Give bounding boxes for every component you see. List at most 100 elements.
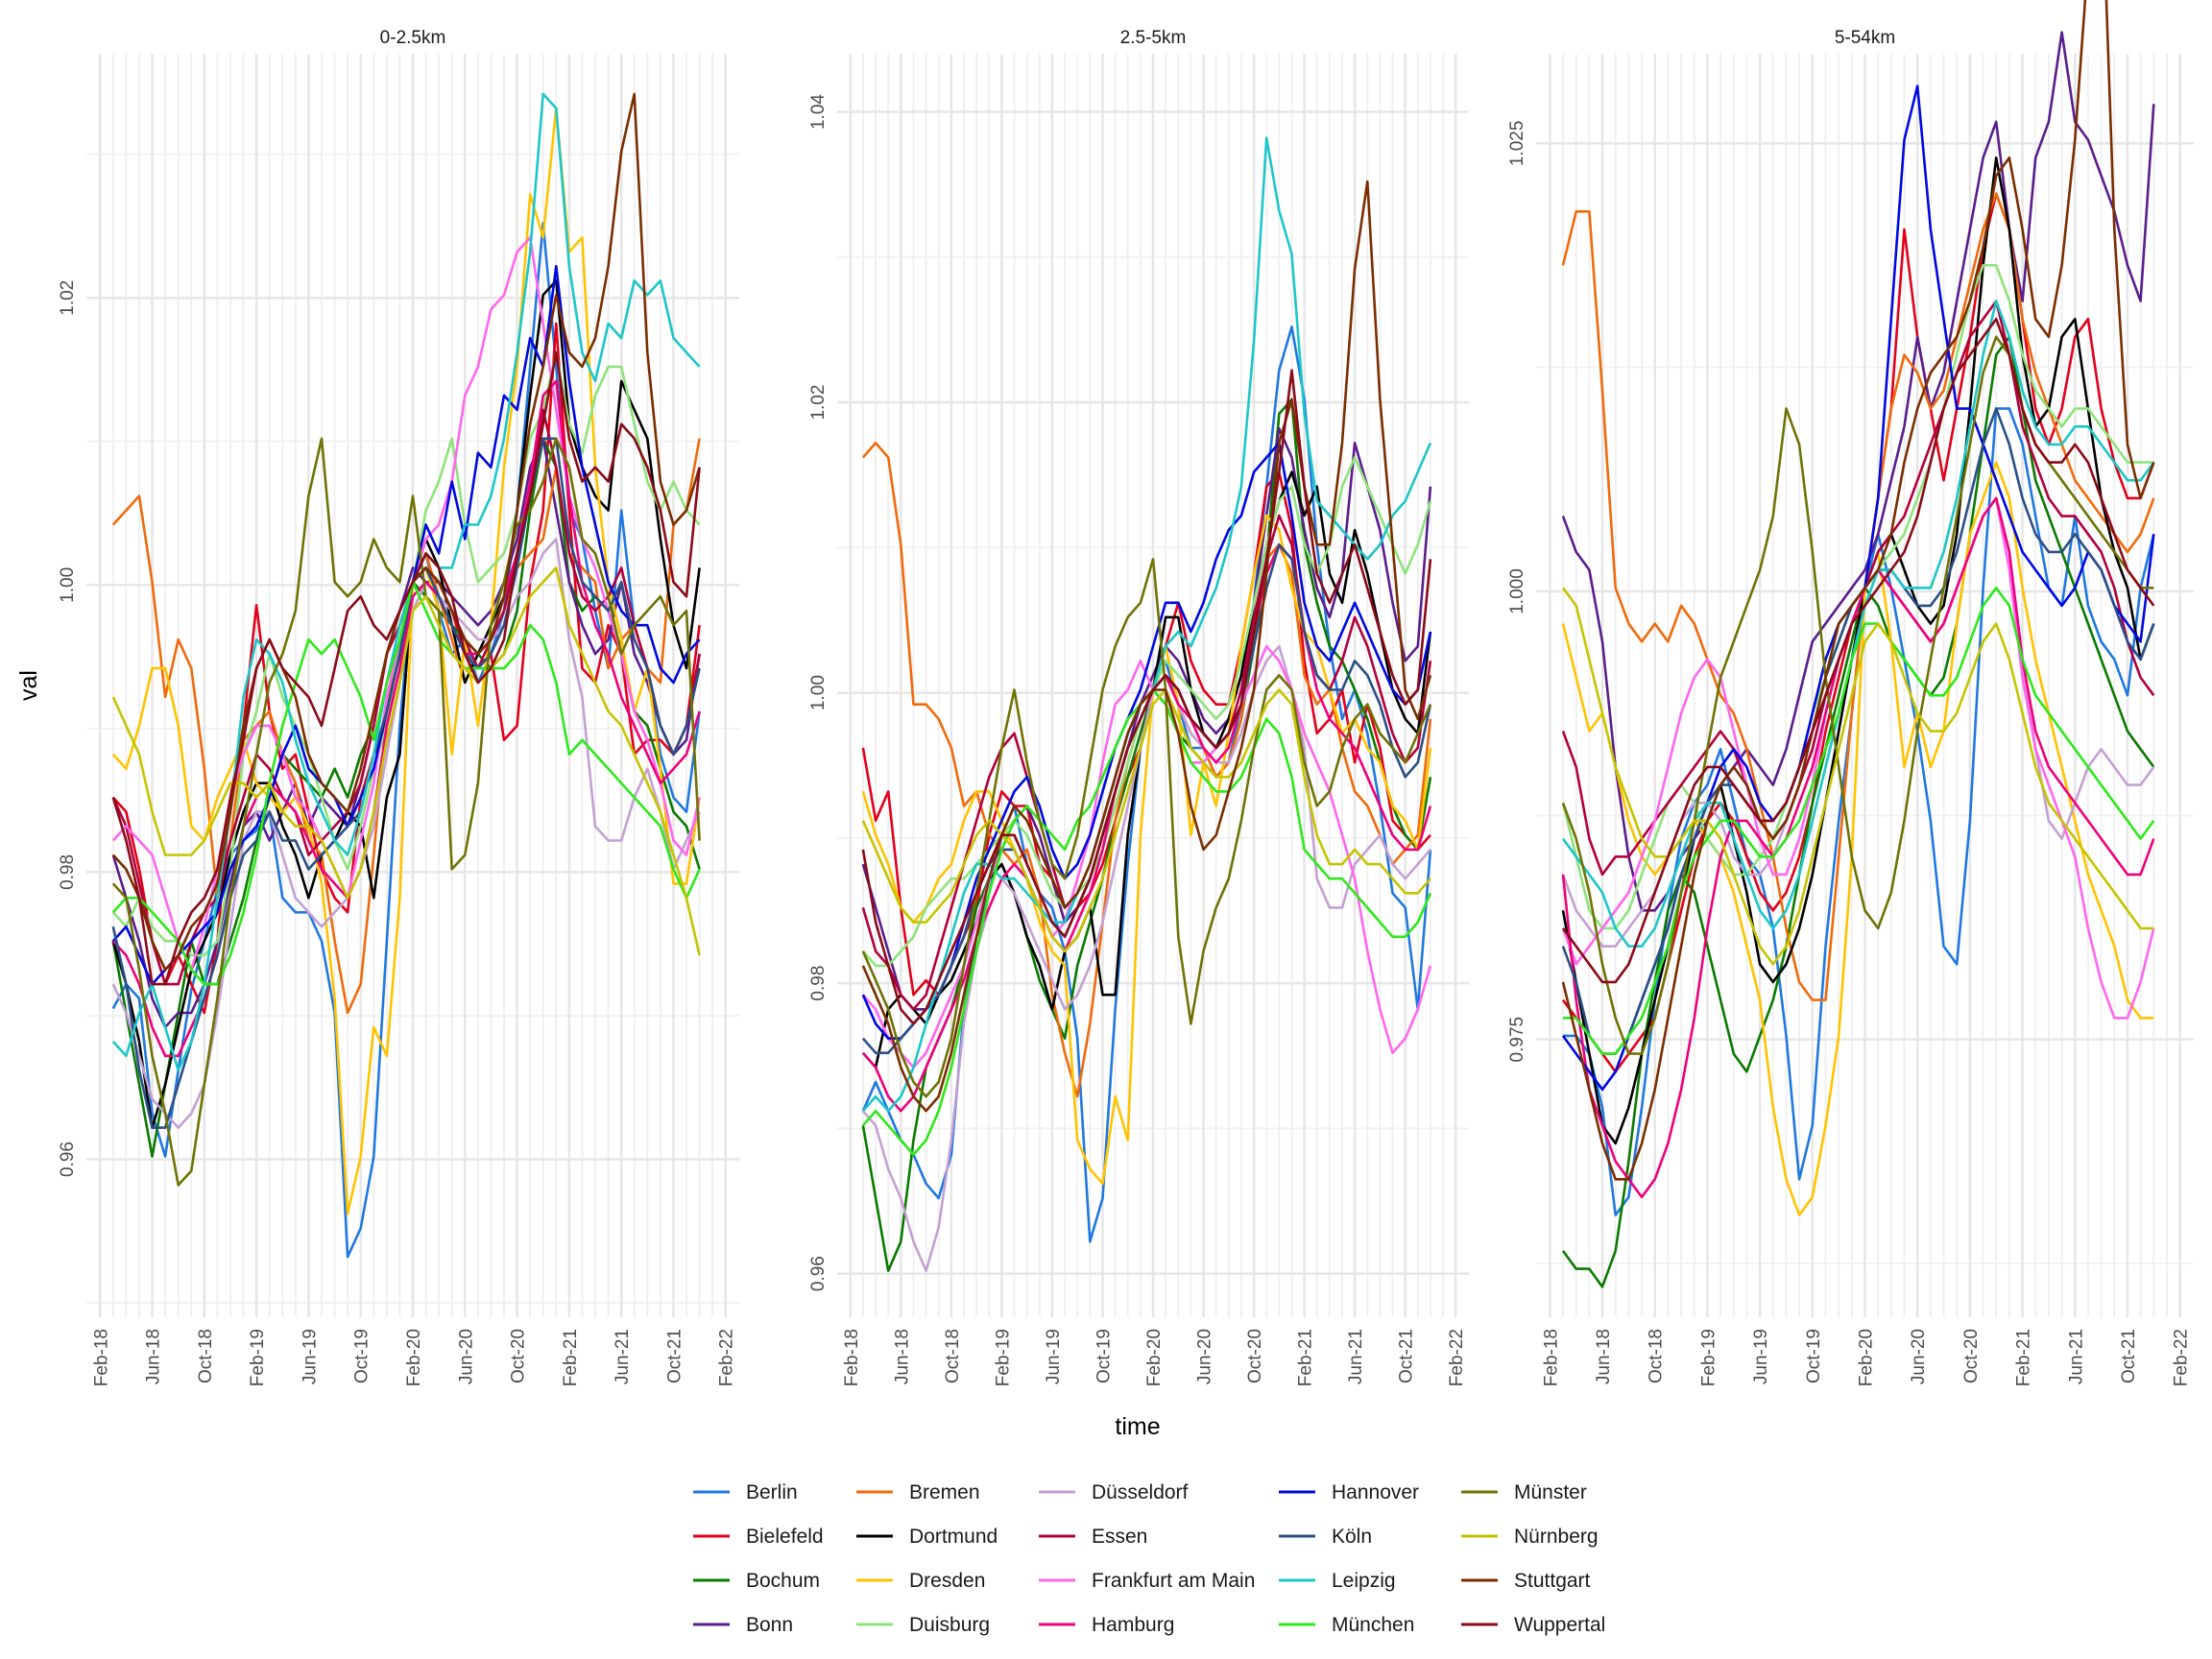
series-line-Dresden <box>111 107 701 1215</box>
legend-item: Leipzig <box>1279 1570 1396 1592</box>
legend-item: Bremen <box>856 1481 980 1503</box>
legend-item: Essen <box>1039 1526 1147 1548</box>
series-line-Stuttgart <box>861 180 1432 1113</box>
x-tick-label: Jun-18 <box>1594 1329 1614 1384</box>
legend-label: Dresden <box>909 1570 985 1592</box>
x-tick-label: Jun-20 <box>456 1329 476 1384</box>
legend-label: München <box>1332 1614 1414 1636</box>
legend-item: Düsseldorf <box>1039 1481 1189 1503</box>
series-line-Nürnberg <box>861 688 1431 953</box>
legend-item: Hamburg <box>1039 1614 1174 1636</box>
series-line-Berlin <box>861 325 1432 1243</box>
series-line-Wuppertal <box>861 369 1432 1025</box>
legend-label: Köln <box>1332 1526 1372 1548</box>
series-line-Frankfurt am Main <box>861 644 1432 1070</box>
x-tick-label: Feb-18 <box>1541 1329 1561 1386</box>
legend-item: Frankfurt am Main <box>1039 1570 1255 1592</box>
legend-label: Bonn <box>746 1614 793 1636</box>
legend-label: Berlin <box>746 1481 798 1503</box>
x-tick-label: Jun-19 <box>1751 1329 1771 1384</box>
series-line-Dortmund <box>1561 156 2155 1145</box>
x-tick-label: Jun-18 <box>892 1329 912 1384</box>
x-tick-label: Oct-21 <box>664 1329 685 1383</box>
x-tick-label: Feb-18 <box>842 1329 862 1386</box>
x-tick-label: Jun-18 <box>144 1329 164 1384</box>
x-tick-label: Feb-20 <box>1857 1329 1877 1386</box>
y-tick-label: 1.00 <box>58 567 78 603</box>
series-line-Wuppertal <box>1561 317 2155 984</box>
series-line-Düsseldorf <box>861 644 1431 1272</box>
series-line-Nürnberg <box>1561 587 2154 966</box>
legend-item: Bonn <box>693 1614 793 1636</box>
x-tick-label: Feb-19 <box>248 1329 268 1386</box>
legend-label: Leipzig <box>1332 1570 1396 1592</box>
panel-3: 5-54km 0.975 1.000 1.025 Feb-18 Jun-18 Oct-18 F… <box>1507 0 2194 1386</box>
legend-item: Bielefeld <box>693 1526 824 1548</box>
y-tick-label: 0.98 <box>808 966 829 1001</box>
series-line-Wuppertal <box>111 350 701 986</box>
legend-item: Berlin <box>693 1481 798 1503</box>
y-tick-label: 0.98 <box>58 854 78 890</box>
x-tick-label: Feb-22 <box>1447 1329 1467 1386</box>
x-tick-label: Feb-20 <box>404 1329 424 1386</box>
y-tick-label: 1.000 <box>1507 568 1527 614</box>
legend-label: Bielefeld <box>746 1526 824 1548</box>
legend-label: Dortmund <box>909 1526 998 1548</box>
x-tick-label: Feb-21 <box>561 1329 581 1386</box>
legend-item: Nürnberg <box>1461 1526 1599 1548</box>
y-tick-label: 0.96 <box>808 1256 829 1291</box>
x-tick-label: Oct-21 <box>2119 1329 2139 1383</box>
x-tick-label: Jun-21 <box>613 1329 633 1384</box>
legend-label: Münster <box>1514 1481 1587 1503</box>
legend-item: Münster <box>1461 1481 1587 1503</box>
y-tick-label: 1.04 <box>808 94 829 130</box>
x-tick-label: Feb-20 <box>1144 1329 1165 1386</box>
series-line-Dortmund <box>111 278 701 1129</box>
series-line-Stuttgart <box>1561 0 2155 1181</box>
series-line-München <box>111 580 701 986</box>
series-line-Dresden <box>861 514 1432 1186</box>
y-tick-label: 1.02 <box>808 385 829 421</box>
series-line-Bremen <box>1561 192 2155 1001</box>
x-tick-label: Jun-19 <box>300 1329 320 1384</box>
legend-label: Düsseldorf <box>1092 1481 1189 1503</box>
y-tick-label: 0.96 <box>58 1142 78 1177</box>
x-tick-label: Feb-18 <box>91 1329 111 1386</box>
x-tick-label: Feb-19 <box>993 1329 1013 1386</box>
x-tick-label: Jun-21 <box>1346 1329 1366 1384</box>
legend-label: Stuttgart <box>1514 1570 1591 1592</box>
x-tick-label: Oct-20 <box>509 1329 529 1383</box>
x-tick-label: Oct-19 <box>1094 1329 1114 1383</box>
x-tick-label: Oct-21 <box>1397 1329 1417 1383</box>
x-tick-label: Feb-21 <box>2014 1329 2034 1386</box>
legend-label: Duisburg <box>909 1614 990 1636</box>
legend-label: Frankfurt am Main <box>1092 1570 1255 1592</box>
x-tick-label: Jun-20 <box>1909 1329 1929 1384</box>
x-tick-label: Jun-19 <box>1044 1329 1064 1384</box>
x-tick-label: Oct-19 <box>352 1329 373 1383</box>
legend-item: Duisburg <box>856 1614 990 1636</box>
series-line-Münster <box>111 437 701 1187</box>
x-tick-label: Oct-18 <box>943 1329 963 1383</box>
y-tick-label: 1.02 <box>58 280 78 316</box>
legend-label: Hannover <box>1332 1481 1419 1503</box>
x-tick-label: Feb-22 <box>2172 1329 2192 1386</box>
series-line-Leipzig <box>111 92 701 1072</box>
series-line-Bochum <box>861 397 1432 1272</box>
legend-item: Dresden <box>856 1570 985 1592</box>
series-line-Bochum <box>1561 335 2155 1288</box>
legend: Berlin Bielefeld Bochum Bonn Bremen Dortmund D… <box>693 1481 1605 1636</box>
series-line-Köln <box>111 437 701 1129</box>
series-line-Münster <box>1561 335 2154 1055</box>
series-line-München <box>1563 586 2155 1055</box>
x-tick-label: Oct-19 <box>1804 1329 1824 1383</box>
panel-title: 2.5-5km <box>1120 28 1187 48</box>
series-line-Nürnberg <box>111 566 701 956</box>
legend-item: Bochum <box>693 1570 820 1592</box>
series-line-Münster <box>861 558 1432 1098</box>
legend-item: Stuttgart <box>1461 1570 1591 1592</box>
x-tick-label: Feb-22 <box>717 1329 737 1386</box>
series-line-Bonn <box>1561 31 2155 912</box>
panel-title: 0-2.5km <box>380 28 446 48</box>
